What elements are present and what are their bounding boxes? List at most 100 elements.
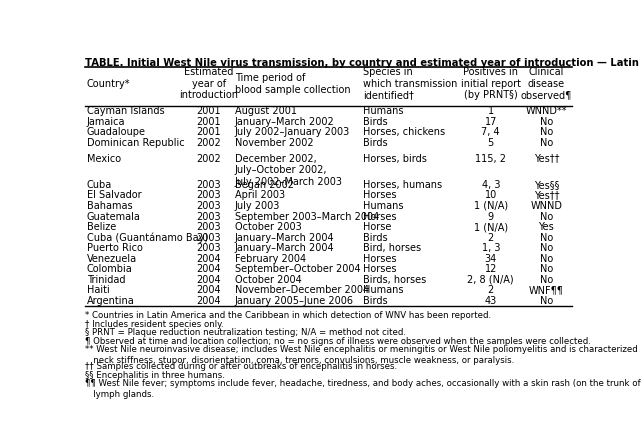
Text: 2001: 2001 — [197, 127, 221, 137]
Text: 7, 4: 7, 4 — [481, 127, 500, 137]
Text: Argentina: Argentina — [87, 296, 135, 306]
Text: Bird, horses: Bird, horses — [363, 243, 421, 253]
Text: Bahamas: Bahamas — [87, 201, 132, 211]
Text: Time period of
blood sample collection: Time period of blood sample collection — [235, 73, 350, 95]
Text: December 2002,
July–October 2002,
July 2002–March 2003: December 2002, July–October 2002, July 2… — [235, 153, 343, 187]
Text: 2003: 2003 — [197, 180, 221, 190]
Text: Horses, birds: Horses, birds — [363, 153, 427, 164]
Text: Yes§§: Yes§§ — [533, 180, 559, 190]
Text: No: No — [540, 117, 553, 126]
Text: Birds: Birds — [363, 233, 387, 243]
Text: 2: 2 — [488, 233, 494, 243]
Text: Yes: Yes — [538, 222, 554, 232]
Text: 1 (N/A): 1 (N/A) — [474, 201, 508, 211]
Text: Dominican Republic: Dominican Republic — [87, 138, 184, 148]
Text: 2, 8 (N/A): 2, 8 (N/A) — [467, 275, 514, 285]
Text: 2001: 2001 — [197, 106, 221, 116]
Text: Horses, chickens: Horses, chickens — [363, 127, 445, 137]
Text: 2004: 2004 — [197, 285, 221, 296]
Text: October 2003: October 2003 — [235, 222, 301, 232]
Text: No: No — [540, 127, 553, 137]
Text: El Salvador: El Salvador — [87, 190, 141, 201]
Text: No: No — [540, 275, 553, 285]
Text: 10: 10 — [485, 190, 497, 201]
Text: Horses: Horses — [363, 190, 396, 201]
Text: 115, 2: 115, 2 — [475, 153, 506, 164]
Text: †† Samples collected during or after outbreaks of encephalitis in horses.: †† Samples collected during or after out… — [85, 363, 397, 371]
Text: * Countries in Latin America and the Caribbean in which detection of WNV has bee: * Countries in Latin America and the Car… — [85, 311, 491, 321]
Text: October 2004: October 2004 — [235, 275, 301, 285]
Text: Belize: Belize — [87, 222, 116, 232]
Text: No: No — [540, 233, 553, 243]
Text: Birds: Birds — [363, 117, 387, 126]
Text: July 2003: July 2003 — [235, 201, 280, 211]
Text: 2004: 2004 — [197, 264, 221, 274]
Text: Jamaica: Jamaica — [87, 117, 125, 126]
Text: January–March 2004: January–March 2004 — [235, 243, 334, 253]
Text: 2001: 2001 — [197, 117, 221, 126]
Text: 2003: 2003 — [197, 233, 221, 243]
Text: Humans: Humans — [363, 285, 403, 296]
Text: Cayman Islands: Cayman Islands — [87, 106, 164, 116]
Text: 2003: 2003 — [197, 201, 221, 211]
Text: Positives in
initial report
(by PRNT§): Positives in initial report (by PRNT§) — [461, 67, 520, 100]
Text: Horses: Horses — [363, 212, 396, 221]
Text: January–March 2002: January–March 2002 — [235, 117, 335, 126]
Text: Birds, horses: Birds, horses — [363, 275, 426, 285]
Text: 2004: 2004 — [197, 275, 221, 285]
Text: 2003: 2003 — [197, 222, 221, 232]
Text: Colombia: Colombia — [87, 264, 132, 274]
Text: WNND**: WNND** — [526, 106, 567, 116]
Text: Guatemala: Guatemala — [87, 212, 140, 221]
Text: 2003: 2003 — [197, 190, 221, 201]
Text: 2: 2 — [488, 285, 494, 296]
Text: 2004: 2004 — [197, 296, 221, 306]
Text: Began 2002: Began 2002 — [235, 180, 294, 190]
Text: 4, 3: 4, 3 — [481, 180, 500, 190]
Text: ** West Nile neuroinvasive disease; includes West Nile encephalitis or meningiti: ** West Nile neuroinvasive disease; incl… — [85, 346, 641, 365]
Text: 9: 9 — [488, 212, 494, 221]
Text: Haiti: Haiti — [87, 285, 110, 296]
Text: April 2003: April 2003 — [235, 190, 285, 201]
Text: Horses: Horses — [363, 254, 396, 264]
Text: 1 (N/A): 1 (N/A) — [474, 222, 508, 232]
Text: 17: 17 — [485, 117, 497, 126]
Text: WNND: WNND — [530, 201, 562, 211]
Text: No: No — [540, 254, 553, 264]
Text: Clinical
disease
observed¶: Clinical disease observed¶ — [520, 67, 572, 100]
Text: August 2001: August 2001 — [235, 106, 297, 116]
Text: January 2005–June 2006: January 2005–June 2006 — [235, 296, 354, 306]
Text: WNF¶¶: WNF¶¶ — [529, 285, 563, 296]
Text: No: No — [540, 264, 553, 274]
Text: Yes††: Yes†† — [533, 190, 559, 201]
Text: Birds: Birds — [363, 138, 387, 148]
Text: Yes††: Yes†† — [533, 153, 559, 164]
Text: §§ Encephalitis in three humans.: §§ Encephalitis in three humans. — [85, 371, 225, 380]
Text: ¶ Observed at time and location collection; no = no signs of illness were observ: ¶ Observed at time and location collecti… — [85, 337, 591, 346]
Text: 2003: 2003 — [197, 212, 221, 221]
Text: September–October 2004: September–October 2004 — [235, 264, 360, 274]
Text: No: No — [540, 243, 553, 253]
Text: No: No — [540, 296, 553, 306]
Text: Humans: Humans — [363, 106, 403, 116]
Text: Trinidad: Trinidad — [87, 275, 125, 285]
Text: 34: 34 — [485, 254, 497, 264]
Text: † Includes resident species only.: † Includes resident species only. — [85, 320, 224, 329]
Text: 1: 1 — [488, 106, 494, 116]
Text: 5: 5 — [488, 138, 494, 148]
Text: Species in
which transmission
identified†: Species in which transmission identified… — [363, 67, 457, 100]
Text: ¶¶ West Nile fever; symptoms include fever, headache, tiredness, and body aches,: ¶¶ West Nile fever; symptoms include fev… — [85, 379, 641, 399]
Text: 2003: 2003 — [197, 243, 221, 253]
Text: July 2002–January 2003: July 2002–January 2003 — [235, 127, 350, 137]
Text: No: No — [540, 138, 553, 148]
Text: Cuba: Cuba — [87, 180, 112, 190]
Text: Birds: Birds — [363, 296, 387, 306]
Text: Cuba (Guantánamo Bay): Cuba (Guantánamo Bay) — [87, 232, 208, 243]
Text: No: No — [540, 212, 553, 221]
Text: 2004: 2004 — [197, 254, 221, 264]
Text: February 2004: February 2004 — [235, 254, 306, 264]
Text: Horses, humans: Horses, humans — [363, 180, 442, 190]
Text: Puerto Rico: Puerto Rico — [87, 243, 142, 253]
Text: 2002: 2002 — [197, 153, 221, 164]
Text: November–December 2004: November–December 2004 — [235, 285, 369, 296]
